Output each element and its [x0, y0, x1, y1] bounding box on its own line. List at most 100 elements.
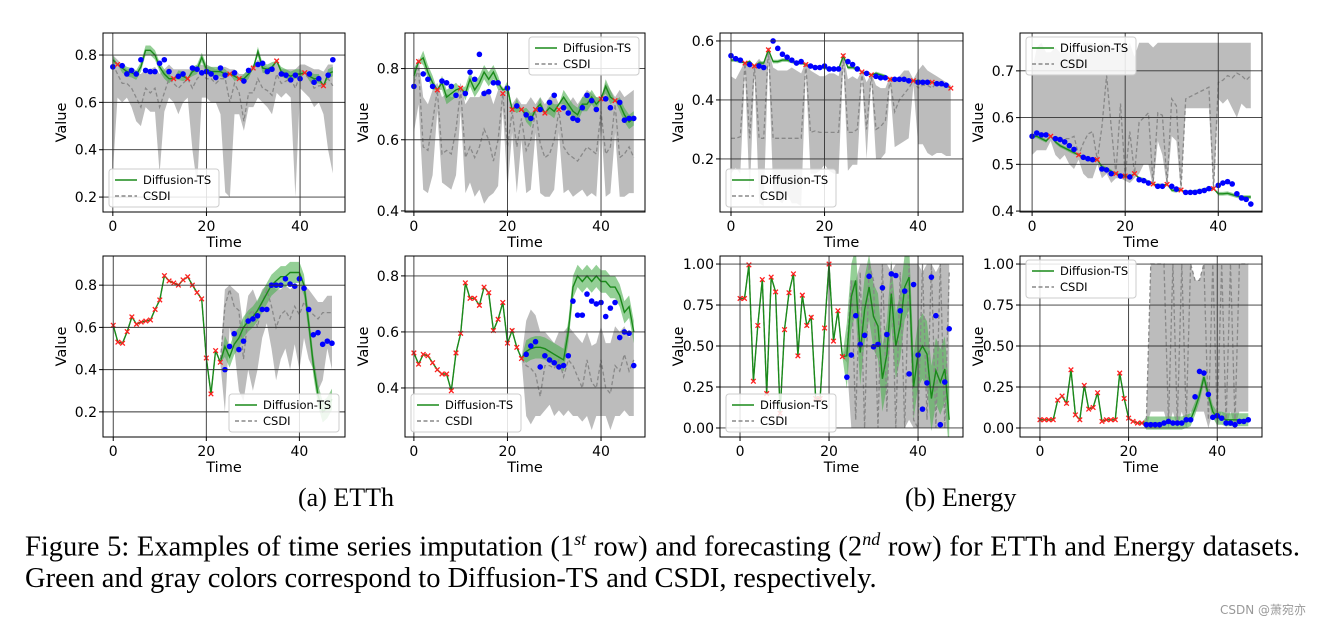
observed-point: [532, 106, 539, 113]
observed-point: [1094, 156, 1101, 163]
observed-point: [1178, 187, 1184, 193]
target-point: [119, 62, 125, 69]
target-point: [443, 80, 450, 86]
target-point: [848, 352, 855, 358]
target-point: [325, 72, 331, 78]
target-point: [1038, 132, 1045, 138]
target-point: [453, 92, 459, 99]
legend-label-diffusion-ts: Diffusion-TS: [760, 398, 828, 412]
target-point: [897, 307, 904, 314]
y-tick-label: 0.6: [75, 320, 97, 336]
target-point: [166, 68, 172, 75]
target-point: [467, 69, 473, 75]
target-point: [324, 338, 331, 344]
observed-point: [741, 295, 748, 302]
target-point: [938, 80, 945, 87]
observed-point: [1210, 185, 1217, 192]
x-tick-label: 0: [109, 444, 118, 460]
target-point: [278, 71, 285, 77]
target-point: [1241, 418, 1247, 425]
legend-box: [725, 168, 837, 208]
y-tick-label: 0.6: [377, 325, 399, 341]
target-point: [124, 71, 130, 77]
observed-point: [143, 318, 149, 324]
target-point: [863, 70, 870, 77]
target-point: [259, 60, 266, 67]
observed-point: [1121, 395, 1127, 402]
x-tick-label: 40: [592, 219, 610, 235]
legend-label-diffusion-ts: Diffusion-TS: [1060, 264, 1128, 278]
observed-point: [129, 314, 135, 320]
y-tick-label: 0.6: [75, 95, 97, 111]
target-point: [570, 115, 576, 122]
target-point: [310, 331, 317, 338]
x-tick-label: 20: [1116, 219, 1134, 235]
x-tick-label: 0: [108, 219, 117, 235]
y-tick-label: 0.4: [992, 204, 1014, 220]
target-point: [226, 343, 233, 350]
target-point: [584, 92, 590, 99]
observed-point: [1103, 417, 1110, 423]
target-point: [1192, 189, 1198, 196]
target-point: [835, 66, 842, 72]
observed-point: [115, 339, 121, 345]
target-point: [901, 288, 908, 294]
y-tick-label: 0.6: [992, 111, 1014, 127]
observed-point: [1150, 181, 1156, 187]
target-point: [236, 346, 242, 353]
target-point: [616, 99, 623, 106]
observed-point: [799, 292, 806, 298]
target-point: [546, 357, 553, 363]
target-point: [1085, 155, 1091, 162]
target-point: [593, 106, 600, 113]
target-point: [542, 352, 548, 359]
y-axis-label: Value: [971, 327, 987, 367]
target-point: [439, 78, 445, 84]
subplot-1: 0.2 0.4 0.6 0.8 0 20 40 Time Value Diffusion-TS CS…: [54, 32, 346, 251]
target-point: [311, 79, 317, 86]
target-point: [844, 374, 850, 380]
target-point: [919, 406, 926, 412]
observed-point: [415, 361, 422, 367]
subplot-7: 0.00 0.25 0.50 0.75 1.00 0 20 40 Time Value Diffus…: [671, 255, 964, 476]
target-point: [523, 351, 529, 358]
target-point: [924, 79, 931, 86]
target-point: [462, 90, 469, 97]
target-point: [490, 80, 497, 86]
target-point: [941, 379, 948, 385]
observed-point: [759, 276, 766, 283]
observed-point: [514, 344, 520, 351]
target-point: [906, 371, 912, 377]
x-axis-label: Time: [205, 235, 242, 251]
observed-point: [1112, 417, 1119, 423]
legend-box: [1025, 36, 1137, 76]
target-point: [287, 77, 294, 83]
x-tick-label: 40: [290, 444, 308, 460]
plot-area: [728, 38, 954, 207]
target-point: [208, 71, 214, 77]
target-point: [305, 306, 312, 313]
observed-point: [500, 90, 506, 97]
target-point: [194, 66, 200, 73]
target-point: [1161, 420, 1167, 426]
target-point: [306, 71, 313, 77]
target-point: [528, 343, 534, 349]
y-tick-label: 0.00: [683, 421, 714, 437]
observed-point: [835, 307, 841, 314]
observed-point: [250, 65, 257, 71]
target-point: [784, 54, 790, 60]
legend-box: [725, 393, 837, 433]
target-point: [861, 332, 868, 339]
target-point: [1108, 170, 1115, 177]
target-point: [812, 64, 818, 71]
target-point: [222, 72, 228, 78]
target-point: [429, 83, 436, 90]
target-point: [1192, 394, 1198, 400]
target-point: [282, 276, 289, 282]
observed-point: [509, 106, 515, 113]
target-point: [934, 80, 940, 87]
x-tick-label: 0: [1035, 444, 1044, 460]
target-point: [565, 110, 572, 116]
observed-point: [868, 72, 875, 78]
target-point: [264, 306, 270, 313]
